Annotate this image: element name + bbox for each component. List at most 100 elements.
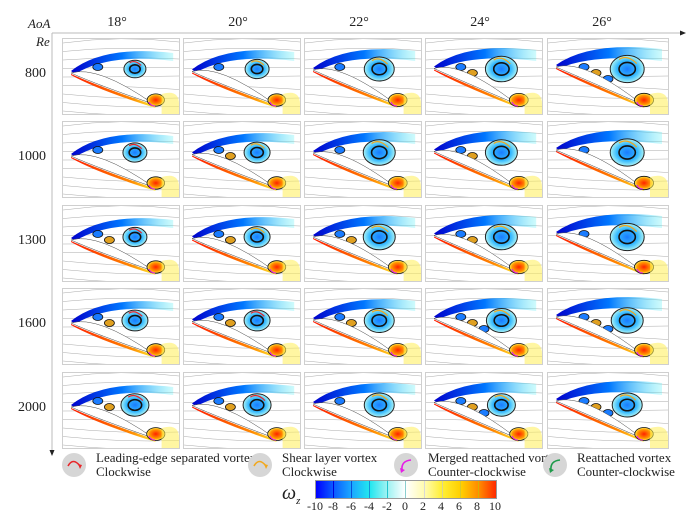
vortex-direction-arrow <box>494 394 510 401</box>
colorbar-segment <box>334 481 353 498</box>
negative-shear-layer <box>71 51 174 74</box>
positive-shear-layer <box>192 155 277 191</box>
flow-panel <box>547 121 669 198</box>
merged-vortex-arrow <box>511 101 518 107</box>
colorbar-symbol: ωz <box>282 482 300 507</box>
merged-vortex-arrow <box>269 268 276 274</box>
axes-lines <box>49 30 686 456</box>
streamline <box>63 110 105 114</box>
vortex-core-contour <box>492 230 510 244</box>
vortex-contour <box>363 308 395 333</box>
vortex-core-contour <box>371 313 388 328</box>
vortex-direction-arrow <box>618 56 638 64</box>
secondary-vortex <box>225 152 236 160</box>
secondary-vortex <box>225 319 236 327</box>
wake-region <box>403 426 421 448</box>
positive-shear-layer <box>313 321 398 358</box>
merged-vortex-arrow <box>269 435 276 441</box>
negative-shear-layer <box>192 384 295 407</box>
secondary-vortex <box>104 236 115 244</box>
column-label: 20° <box>228 15 248 30</box>
wake-region <box>524 259 542 281</box>
positive-shear-layer <box>556 151 644 191</box>
merged-vortex-arrow <box>511 268 518 274</box>
positive-shear-layer <box>556 235 644 275</box>
streamline <box>305 110 347 114</box>
secondary-vortex <box>213 63 225 71</box>
vortex-core-contour <box>618 313 636 328</box>
counter-clockwise-arrow-icon <box>394 453 418 477</box>
wake-region <box>161 259 179 281</box>
streamline <box>548 206 668 211</box>
vortex-contour <box>609 222 645 252</box>
streamline <box>305 214 421 219</box>
streamline <box>184 444 226 448</box>
flow-panel <box>425 121 543 198</box>
wake-region <box>161 426 179 448</box>
vorticity-plot <box>63 289 179 364</box>
streamline <box>305 193 347 197</box>
streamline <box>63 381 179 386</box>
colorbar-tick-label: -2 <box>382 499 392 513</box>
streamline <box>305 242 421 245</box>
merged-vortex-arrow <box>636 184 643 190</box>
vorticity-plot <box>184 373 300 448</box>
negative-shear-layer <box>192 217 295 240</box>
streamline <box>184 242 300 245</box>
streamline <box>184 158 300 161</box>
merged-vortex-arrow <box>511 184 518 190</box>
clockwise-arrow-icon <box>62 453 86 477</box>
vortex-contour <box>484 55 518 83</box>
vortex-contour <box>485 308 517 333</box>
streamline <box>184 122 300 127</box>
streamline <box>63 122 179 127</box>
streamline <box>184 297 300 302</box>
colorbar-tick-label: -6 <box>346 499 356 513</box>
positive-shear-layer <box>313 154 398 191</box>
vortex-direction-arrow <box>371 309 389 317</box>
vortex-core-contour <box>370 230 388 244</box>
wake-region <box>524 426 542 448</box>
merged-vortex-arrow <box>148 184 155 190</box>
vortex-contour <box>243 309 271 332</box>
positive-shear-layer <box>434 236 519 275</box>
colorbar-tick-label: -4 <box>364 499 374 513</box>
vortex-contour <box>611 392 643 418</box>
legend-text: Reattached vortex Counter-clockwise <box>577 451 675 479</box>
colorbar-tick-label: 0 <box>402 499 408 513</box>
column-label: 22° <box>349 15 369 30</box>
vortex-direction-arrow <box>619 394 637 401</box>
streamline <box>426 444 468 448</box>
streamline <box>63 130 179 135</box>
wake-region <box>650 426 668 448</box>
streamline <box>548 158 668 161</box>
colorbar-segment <box>460 481 479 498</box>
wake-region <box>161 342 179 364</box>
merged-vortex-arrow <box>148 101 155 107</box>
colorbar-symbol-subscript: z <box>296 495 301 507</box>
secondary-vortex <box>92 397 104 405</box>
streamline <box>305 277 347 281</box>
vortex-direction-arrow <box>250 60 265 66</box>
streamline <box>63 214 179 219</box>
clockwise-arrow-icon <box>248 453 272 477</box>
secondary-vortex <box>334 230 346 238</box>
streamline <box>548 289 668 294</box>
vortex-contour <box>486 393 516 417</box>
streamline <box>305 289 421 294</box>
vorticity-plot <box>426 39 542 114</box>
x-axis-arrow-icon <box>680 30 686 36</box>
streamline <box>548 242 668 245</box>
flow-panel <box>304 121 422 198</box>
legend-title: Shear layer vortex <box>282 450 378 465</box>
negative-shear-layer <box>313 132 416 154</box>
positive-shear-layer <box>434 69 519 108</box>
vortex-direction-arrow <box>129 60 142 66</box>
vorticity-plot <box>548 289 668 364</box>
vortex-direction-arrow <box>493 57 511 65</box>
colorbar-segment <box>478 481 496 498</box>
negative-shear-layer <box>192 300 295 323</box>
colorbar-segment <box>424 481 443 498</box>
positive-shear-layer <box>434 319 519 358</box>
merged-vortex-arrow <box>390 101 397 107</box>
